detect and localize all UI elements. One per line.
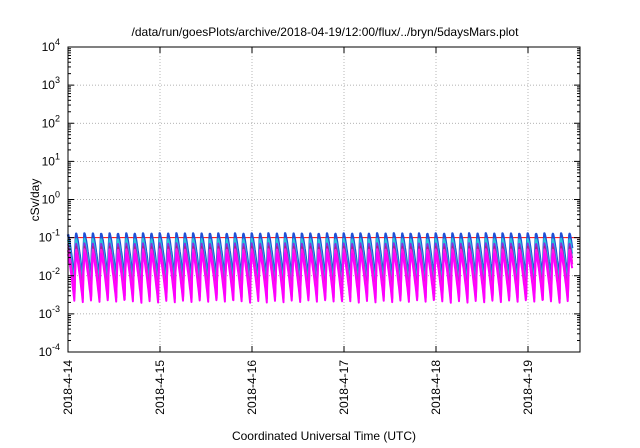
y-tick-label: 102 (42, 113, 60, 130)
y-axis-label: cSv/day (28, 179, 42, 222)
y-tick-label: 100 (42, 190, 60, 207)
x-tick-label: 2018-4-19 (521, 360, 535, 415)
y-tick-label: 10-1 (39, 228, 60, 245)
y-tick-label: 101 (42, 151, 60, 168)
x-axis-label: Coordinated Universal Time (UTC) (232, 429, 416, 443)
x-tick-label: 2018-4-17 (337, 360, 351, 415)
y-tick-label: 10-2 (39, 266, 60, 283)
y-tick-label: 10-4 (39, 342, 60, 359)
grid (68, 47, 580, 352)
y-axis-ticks: 10-4 10-3 10-2 10-1 100 101 102 103 104 (39, 37, 580, 359)
chart-title: /data/run/goesPlots/archive/2018-04-19/1… (132, 25, 520, 39)
x-tick-label: 2018-4-18 (429, 360, 443, 415)
y-tick-label: 104 (42, 37, 60, 54)
x-tick-label: 2018-4-14 (61, 360, 75, 415)
series-line-6 (67, 252, 574, 304)
x-tick-label: 2018-4-16 (245, 360, 259, 415)
y-tick-label: 103 (42, 75, 60, 92)
x-tick-label: 2018-4-15 (153, 360, 167, 415)
series-group (66, 232, 574, 304)
x-axis-ticks: 2018-4-14 2018-4-15 2018-4-16 2018-4-17 2018… (61, 47, 535, 415)
y-tick-label: 10-3 (39, 304, 60, 321)
